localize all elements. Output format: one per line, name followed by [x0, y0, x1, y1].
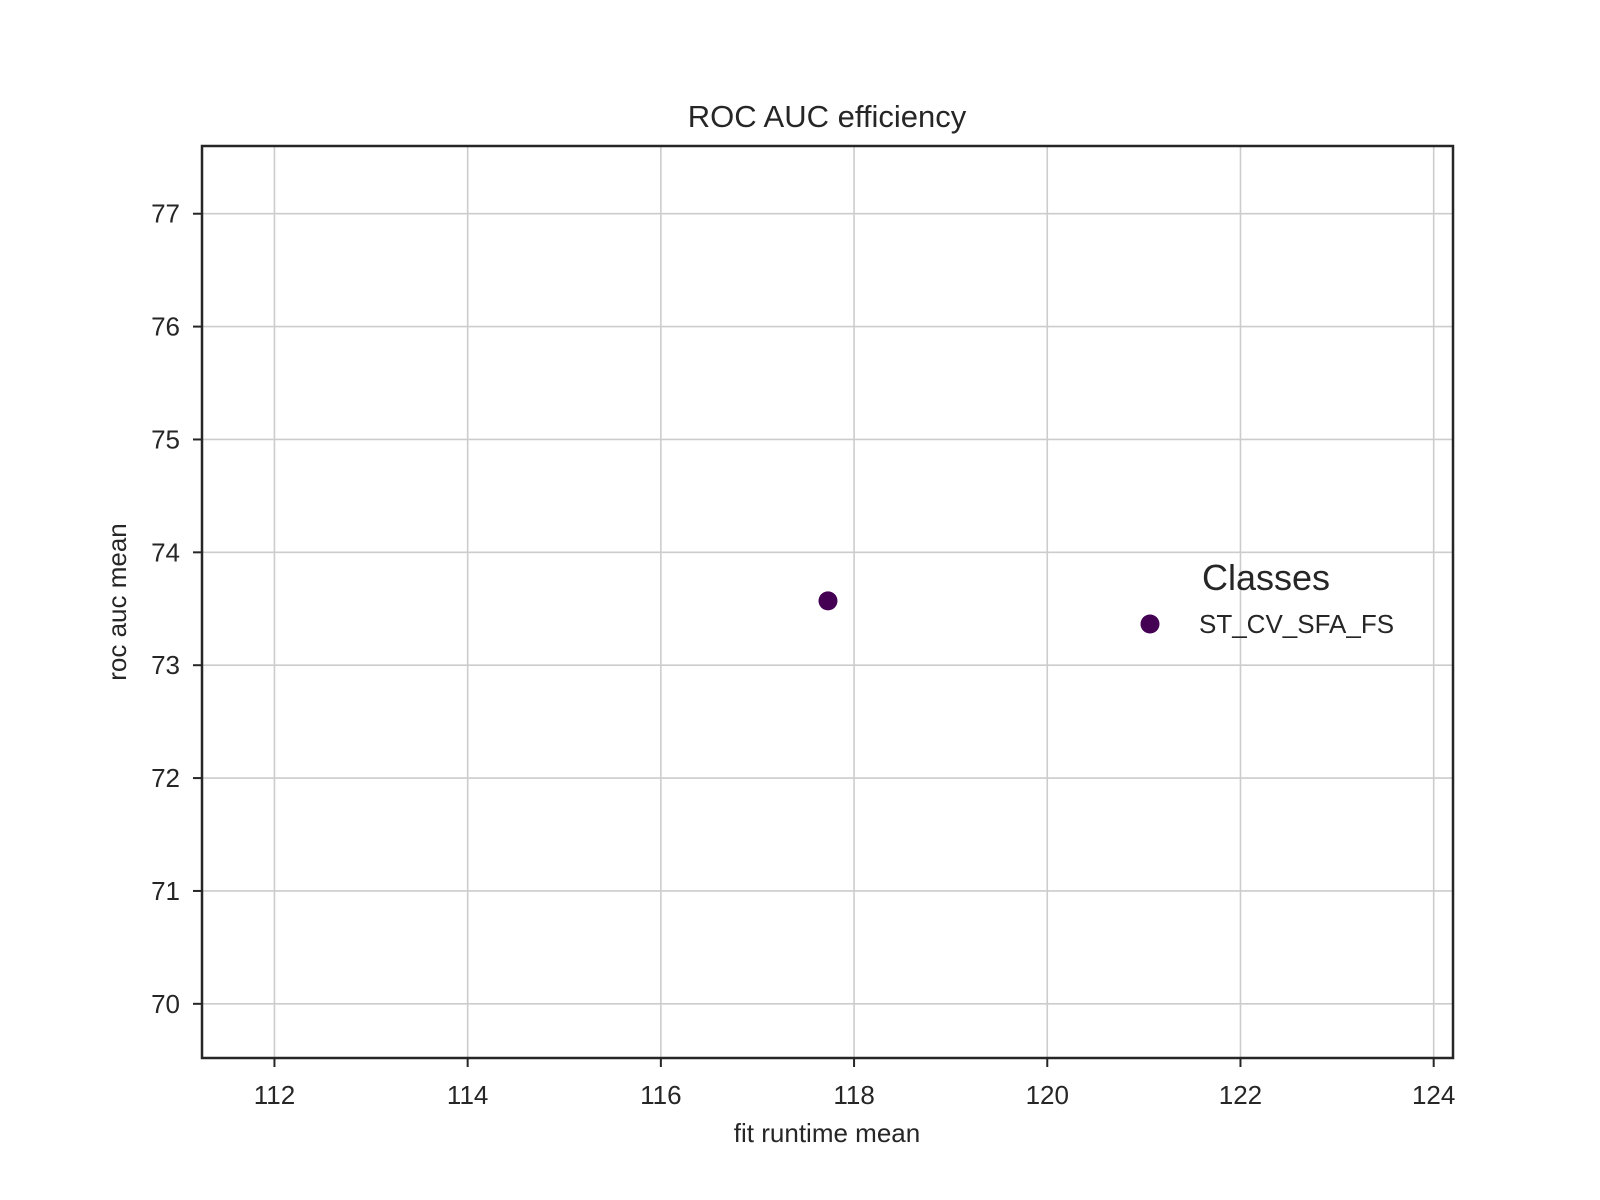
y-tick-label: 76 [151, 312, 180, 342]
y-tick-label: 73 [151, 650, 180, 680]
x-tick-label: 124 [1412, 1080, 1455, 1110]
y-tick-label: 74 [151, 537, 180, 567]
y-tick-label: 71 [151, 876, 180, 906]
x-tick-label: 118 [833, 1080, 874, 1110]
chart-title: ROC AUC efficiency [688, 99, 967, 134]
y-axis-label: roc auc mean [102, 523, 132, 681]
x-tick-label: 116 [640, 1080, 681, 1110]
x-axis-ticks: 112 114 116 118 120 122 124 [254, 1058, 1455, 1110]
y-tick-label: 70 [151, 989, 180, 1019]
legend-title: Classes [1202, 557, 1330, 598]
y-axis-ticks: 70 71 72 73 74 75 76 77 [151, 199, 202, 1019]
y-tick-label: 75 [151, 424, 180, 454]
y-tick-label: 77 [151, 199, 180, 229]
data-point [818, 591, 838, 611]
x-tick-label: 112 [254, 1080, 295, 1110]
legend-marker [1140, 614, 1160, 634]
plot-frame [200, 144, 1455, 1060]
y-tick-label: 72 [151, 763, 180, 793]
legend-entry-label: ST_CV_SFA_FS [1199, 609, 1394, 639]
x-tick-label: 114 [447, 1080, 488, 1110]
data-points [818, 591, 838, 611]
x-tick-label: 120 [1026, 1080, 1069, 1110]
y-gridlines [202, 212, 1453, 1005]
x-gridlines [273, 146, 1435, 1058]
x-tick-label: 122 [1219, 1080, 1262, 1110]
legend: Classes ST_CV_SFA_FS [1140, 557, 1394, 639]
x-axis-label: fit runtime mean [734, 1118, 920, 1148]
